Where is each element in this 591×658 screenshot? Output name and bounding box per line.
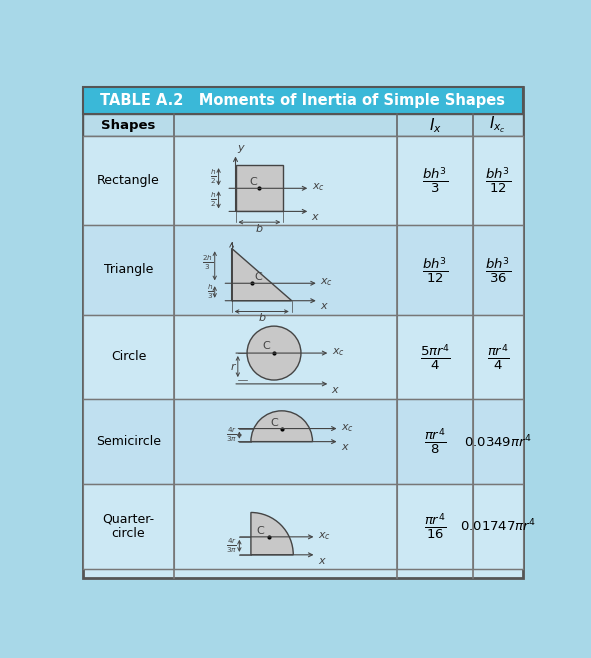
Text: C: C [270, 418, 278, 428]
Text: $\dfrac{bh^3}{12}$: $\dfrac{bh^3}{12}$ [422, 255, 448, 285]
Bar [473, 484, 522, 569]
Bar [473, 399, 522, 484]
Text: $\dfrac{bh^3}{12}$: $\dfrac{bh^3}{12}$ [485, 166, 511, 195]
Bar [397, 136, 473, 225]
Bar [174, 136, 397, 225]
Text: Shapes: Shapes [101, 118, 155, 132]
Text: $x_c$: $x_c$ [341, 422, 354, 434]
Circle shape [247, 326, 301, 380]
Text: $\dfrac{\pi r^4}{4}$: $\dfrac{\pi r^4}{4}$ [486, 342, 509, 372]
Text: C: C [254, 272, 262, 282]
Bar [83, 225, 174, 315]
Polygon shape [232, 248, 292, 301]
Text: $I_x$: $I_x$ [428, 116, 441, 134]
Text: $0.0349\pi r^4$: $0.0349\pi r^4$ [464, 434, 532, 450]
Bar [397, 315, 473, 399]
Bar [473, 225, 522, 315]
Text: $\dfrac{bh^3}{36}$: $\dfrac{bh^3}{36}$ [485, 255, 511, 285]
Bar [83, 136, 174, 225]
Bar [397, 399, 473, 484]
Bar [83, 484, 174, 569]
Text: $x_c$: $x_c$ [318, 530, 331, 542]
Bar [235, 165, 283, 211]
Text: $\dfrac{\pi r^4}{8}$: $\dfrac{\pi r^4}{8}$ [424, 427, 446, 457]
Text: C: C [256, 526, 264, 536]
Text: $\frac{h}{2}$: $\frac{h}{2}$ [210, 168, 217, 186]
Bar [174, 315, 397, 399]
Wedge shape [251, 411, 313, 442]
Text: $\dfrac{\pi r^4}{16}$: $\dfrac{\pi r^4}{16}$ [424, 511, 446, 541]
Text: $\frac{2h}{3}$: $\frac{2h}{3}$ [202, 253, 213, 272]
Text: C: C [262, 341, 270, 351]
Text: $x_c$: $x_c$ [311, 182, 325, 193]
Text: $x_c$: $x_c$ [320, 276, 333, 288]
Text: $\frac{h}{3}$: $\frac{h}{3}$ [207, 283, 213, 301]
Text: Circle: Circle [111, 351, 146, 363]
Text: $x_c$: $x_c$ [332, 346, 345, 358]
Text: Rectangle: Rectangle [97, 174, 160, 187]
Text: r: r [231, 361, 235, 372]
Text: $\dfrac{bh^3}{3}$: $\dfrac{bh^3}{3}$ [422, 166, 448, 195]
Text: $I_{x_c}$: $I_{x_c}$ [489, 115, 506, 136]
Text: b: b [258, 313, 265, 323]
Text: x: x [332, 385, 339, 395]
Bar [397, 484, 473, 569]
Bar [83, 114, 522, 136]
Text: $0.01747\pi r^4$: $0.01747\pi r^4$ [460, 518, 536, 535]
Text: TABLE A.2   Moments of Inertia of Simple Shapes: TABLE A.2 Moments of Inertia of Simple S… [100, 93, 505, 108]
Bar [397, 225, 473, 315]
Bar [83, 399, 174, 484]
Bar [473, 315, 522, 399]
Bar [83, 315, 174, 399]
Text: Semicircle: Semicircle [96, 435, 161, 448]
Wedge shape [251, 513, 293, 555]
Text: Quarter-
circle: Quarter- circle [102, 513, 154, 540]
Text: x: x [311, 212, 319, 222]
Text: x: x [320, 301, 327, 311]
Text: x: x [318, 555, 324, 566]
Bar [83, 87, 522, 114]
Text: $\frac{4r}{3\pi}$: $\frac{4r}{3\pi}$ [226, 537, 237, 555]
Text: $\frac{4r}{3\pi}$: $\frac{4r}{3\pi}$ [226, 426, 237, 444]
Bar [174, 484, 397, 569]
Text: $\frac{h}{2}$: $\frac{h}{2}$ [210, 191, 217, 209]
Text: x: x [341, 442, 348, 453]
Bar [174, 399, 397, 484]
Text: b: b [256, 224, 263, 234]
Bar [473, 136, 522, 225]
Text: y: y [237, 143, 243, 153]
Bar [174, 225, 397, 315]
Text: C: C [249, 177, 257, 187]
Text: $\dfrac{5\pi r^4}{4}$: $\dfrac{5\pi r^4}{4}$ [420, 342, 450, 372]
Text: Triangle: Triangle [104, 263, 153, 276]
